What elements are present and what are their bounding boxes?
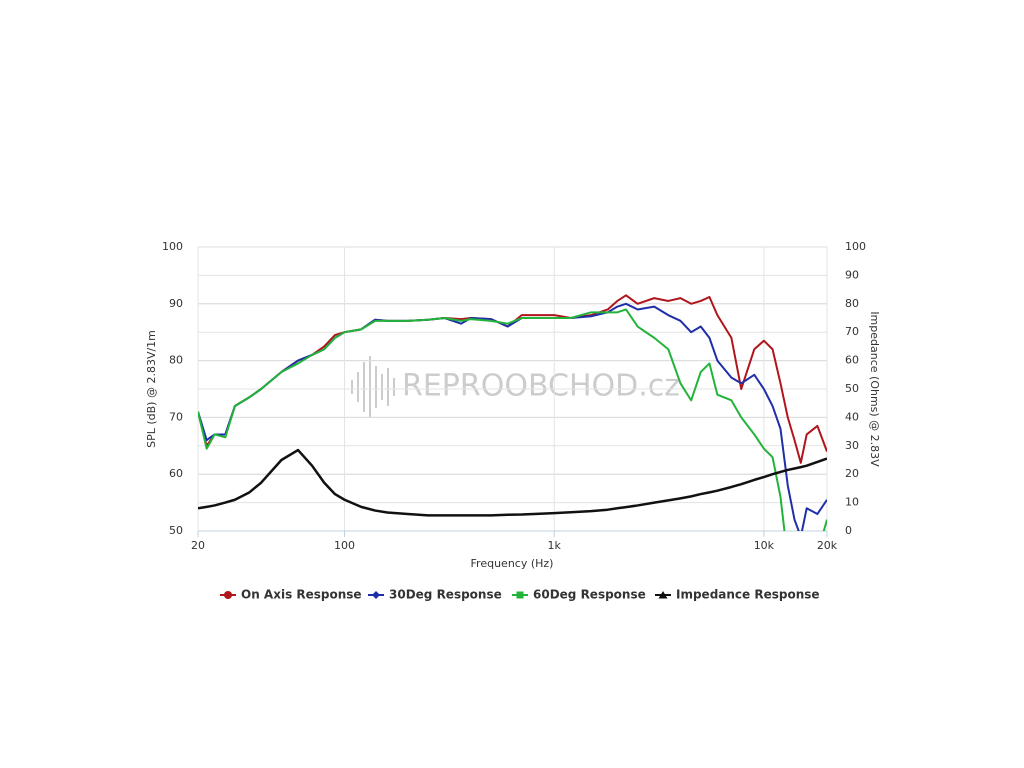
y2-tick-label: 30 (845, 439, 859, 452)
y-tick-label: 80 (169, 354, 183, 367)
legend-label: 60Deg Response (533, 588, 646, 602)
legend-marker (224, 591, 232, 599)
y2-tick-label: 80 (845, 297, 859, 310)
y2-tick-label: 10 (845, 496, 859, 509)
x-axis-label: Frequency (Hz) (471, 557, 554, 570)
series-line (198, 302, 827, 531)
y2-tick-label: 0 (845, 524, 852, 537)
y2-tick-label: 90 (845, 268, 859, 281)
y-tick-label: 60 (169, 467, 183, 480)
y-tick-label: 90 (169, 297, 183, 310)
y-tick-label: 100 (162, 240, 183, 253)
y-tick-label: 70 (169, 410, 183, 423)
y2-tick-label: 40 (845, 410, 859, 423)
y2-tick-label: 70 (845, 325, 859, 338)
x-tick-label: 20k (817, 539, 838, 552)
y2-tick-label: 60 (845, 354, 859, 367)
legend-marker (516, 591, 524, 599)
y2-tick-label: 20 (845, 467, 859, 480)
y2-tick-label: 50 (845, 382, 859, 395)
legend-label: On Axis Response (241, 588, 362, 602)
series-line (198, 308, 827, 531)
legend-label: 30Deg Response (389, 588, 502, 602)
watermark: REPROOBCHOD.cz (402, 369, 680, 404)
y-axis-label: SPL (dB) @ 2.83V/1m (145, 330, 158, 448)
y-tick-label: 50 (169, 524, 183, 537)
series-line (198, 448, 827, 517)
legend-marker (658, 591, 668, 599)
y2-axis-label: Impedance (Ohms) @ 2.83V (868, 311, 881, 467)
y2-tick-label: 100 (845, 240, 866, 253)
watermark-icon (351, 356, 395, 418)
legend-marker (372, 591, 380, 599)
legend-label: Impedance Response (676, 588, 820, 602)
x-tick-label: 1k (548, 539, 562, 552)
x-tick-label: 20 (191, 539, 205, 552)
x-tick-label: 100 (334, 539, 355, 552)
plot-area (198, 294, 827, 531)
x-tick-label: 10k (754, 539, 775, 552)
